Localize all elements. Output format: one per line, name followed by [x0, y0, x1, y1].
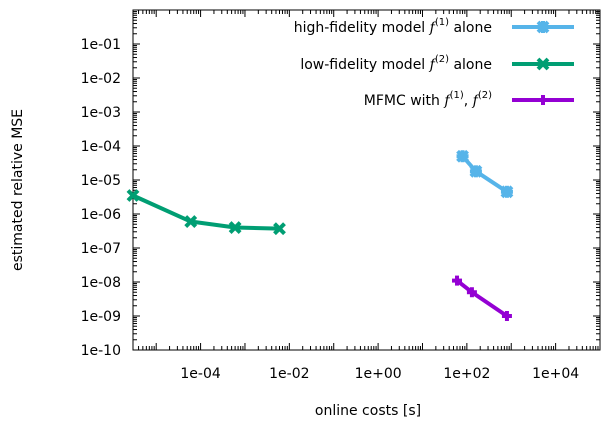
y-tick-label: 1e-07	[81, 241, 121, 257]
data-point	[501, 311, 512, 321]
axes: 1e-10 1e-09 1e-08 1e-07 1e-06 1e-05 1e-04 1e-03…	[81, 9, 601, 382]
y-tick-label: 1e-05	[81, 173, 121, 189]
data-point	[273, 222, 286, 236]
y-tick-label: 1e-01	[81, 37, 121, 53]
data-point	[126, 189, 140, 202]
marker-stroke	[184, 215, 198, 228]
y-axis-title: estimated relative MSE	[10, 109, 26, 271]
marker-stroke	[126, 189, 140, 202]
data-point	[466, 287, 477, 298]
series-line	[132, 193, 280, 231]
x-tick-label: 1e-04	[180, 366, 220, 382]
y-tick-label: 1e-06	[81, 207, 121, 223]
data-point	[538, 95, 548, 105]
y-tick-label: 1e-02	[81, 71, 121, 87]
marker-stroke	[536, 57, 550, 71]
marker-stroke	[273, 222, 286, 236]
marker-stroke	[228, 221, 242, 234]
legend-label: high-fidelity model f(1) alone	[294, 17, 492, 36]
x-tick-label: 1e+02	[443, 366, 490, 382]
series-3	[452, 275, 512, 321]
legend-entry: MFMC with f(1), f(2)​	[364, 90, 574, 109]
data-point	[452, 275, 463, 286]
legend-label: MFMC with f(1), f(2)​	[364, 90, 492, 109]
x-tick-label: 1e-02	[269, 366, 309, 382]
y-tick-label: 1e-03	[81, 105, 121, 121]
series-1	[456, 149, 514, 199]
data-point	[536, 57, 550, 71]
x-tick-label: 1e+00	[355, 366, 402, 382]
series-layer	[126, 149, 514, 321]
legend: high-fidelity model f(1) alone low-fideli…	[294, 17, 574, 109]
y-tick-label: 1e-09	[81, 309, 121, 325]
legend-entry: high-fidelity model f(1) alone	[294, 17, 574, 36]
data-point	[500, 185, 514, 199]
data-point	[184, 215, 198, 228]
data-point	[228, 221, 242, 234]
data-point	[536, 20, 550, 34]
y-tick-label: 1e-08	[81, 275, 121, 291]
x-tick-label: 1e+04	[532, 366, 579, 382]
data-point	[456, 149, 469, 163]
data-point	[469, 164, 483, 178]
y-tick-label: 1e-04	[81, 139, 121, 155]
legend-entry: low-fidelity model f(2) alone	[300, 54, 574, 73]
series-2	[126, 189, 286, 236]
y-tick-label: 1e-10	[81, 343, 121, 359]
x-axis-title: online costs [s]	[315, 403, 421, 419]
legend-label: low-fidelity model f(2) alone	[300, 54, 492, 73]
